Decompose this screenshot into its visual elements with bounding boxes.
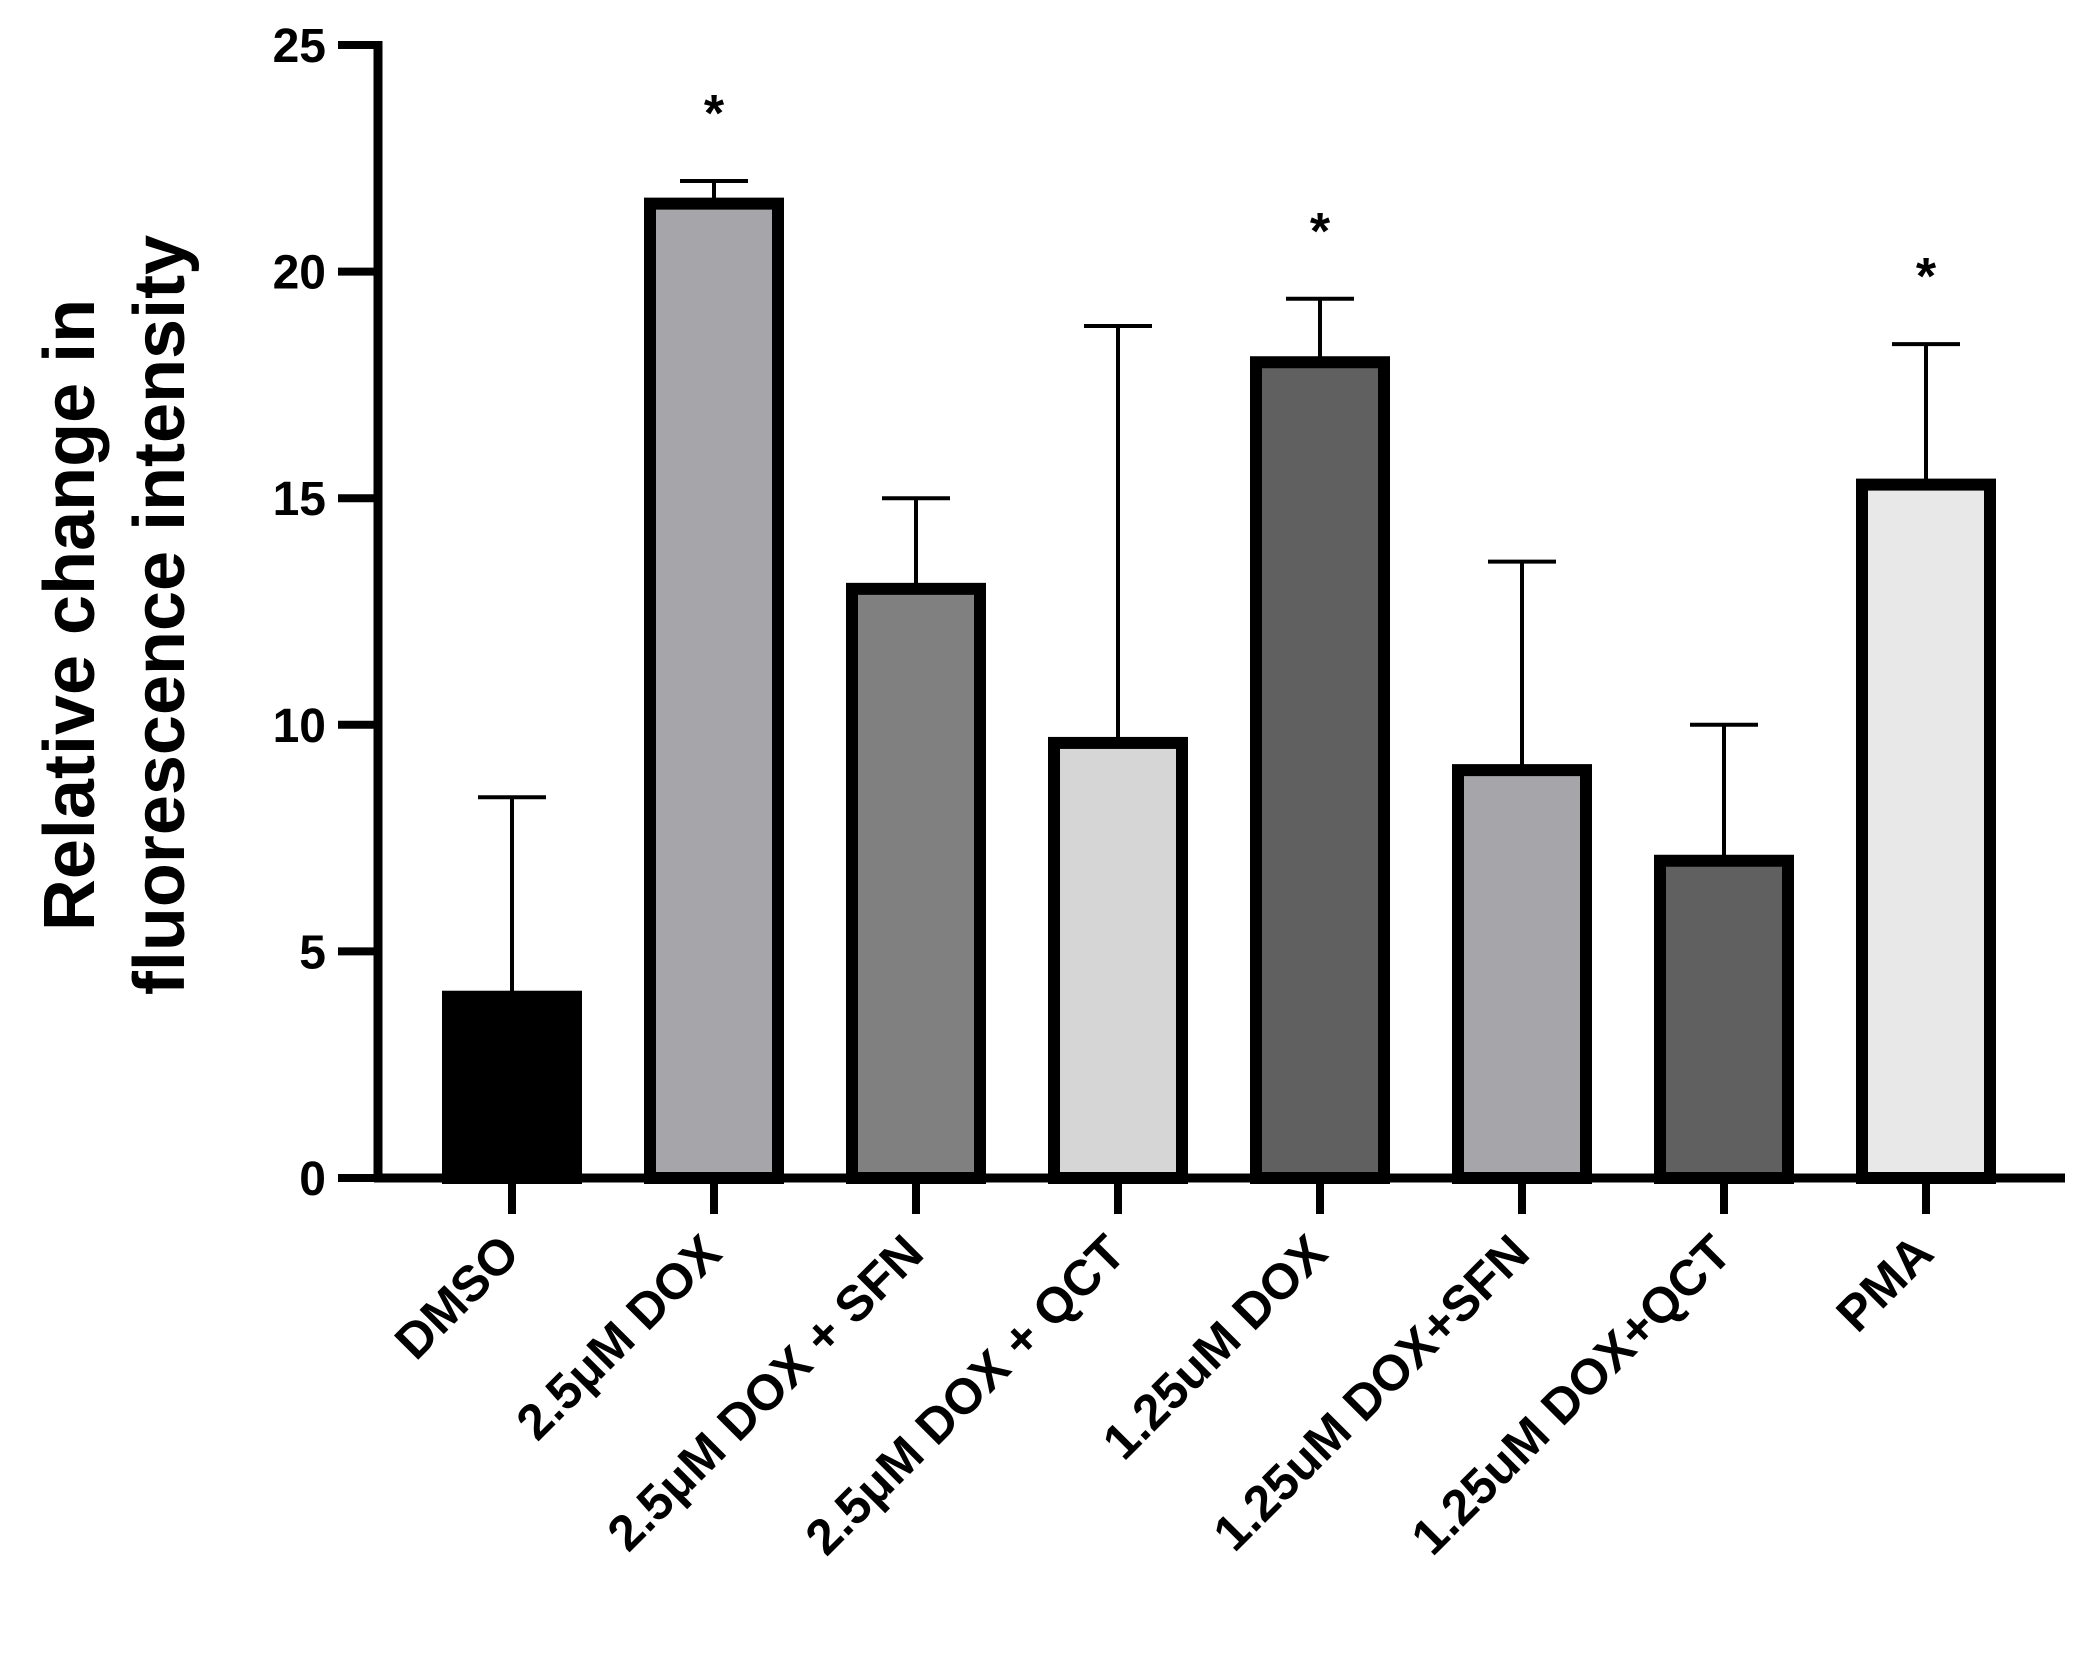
bar-1-25um-dox-qct [1654, 854, 1794, 1184]
y-tick-label: 0 [299, 1153, 326, 1206]
y-tick-label: 25 [273, 20, 326, 73]
significance-asterisk: * [1310, 203, 1331, 261]
bar-pma [1856, 478, 1996, 1184]
y-axis-label-line-2: fluorescence intensity [120, 235, 200, 995]
bar-2-5-m-dox-sfn [846, 582, 986, 1184]
bar-1-25um-dox [1250, 356, 1390, 1184]
x-tick-label: PMA [1826, 1224, 1944, 1342]
significance-asterisk: * [1916, 248, 1937, 306]
y-tick-label: 10 [273, 700, 326, 753]
bar-2-5-m-dox-qct [1048, 736, 1188, 1184]
y-axis-label-line-1: Relative change in [30, 299, 110, 931]
bar-dmso [442, 990, 582, 1184]
x-tick-label: DMSO [384, 1224, 530, 1370]
bar-2-5-m-dox [644, 197, 784, 1184]
y-axis-label: Relative change in fluorescence intensit… [30, 235, 200, 995]
y-tick-label: 20 [273, 247, 326, 300]
x-tick-label: 2.5μM DOX [506, 1224, 732, 1450]
significance-asterisk: * [704, 85, 725, 143]
bar-1-25um-dox-sfn [1452, 764, 1592, 1184]
y-tick-label: 15 [273, 473, 326, 526]
y-tick-label: 5 [299, 926, 326, 979]
